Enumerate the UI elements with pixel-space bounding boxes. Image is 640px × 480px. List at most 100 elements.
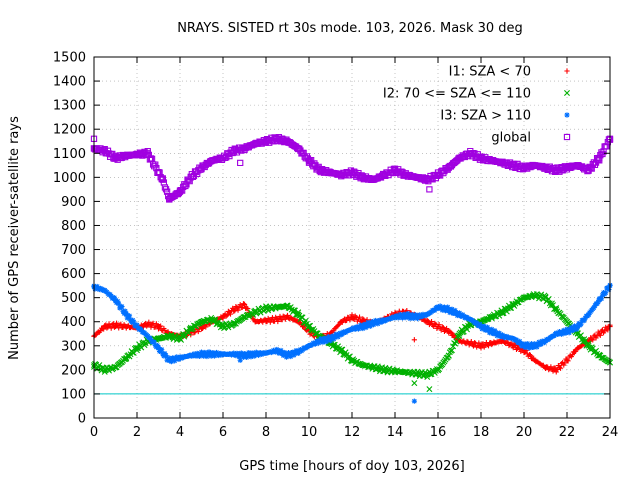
data-point [606,135,614,142]
data-point [477,154,485,162]
data-point [441,304,448,310]
data-point [227,311,234,317]
data-point [528,341,535,347]
data-point [292,143,300,150]
data-point [263,350,269,356]
data-point [445,304,451,310]
data-point [489,328,495,334]
data-point [170,355,177,361]
data-point [424,371,431,378]
data-point [159,176,166,183]
x-tick-label: 16 [430,425,447,440]
data-point [488,157,495,164]
data-point [521,294,527,301]
data-point [471,150,478,157]
data-point [231,351,237,357]
data-point [235,351,241,357]
data-point [116,301,122,307]
data-point [460,328,467,335]
data-point [559,331,565,337]
data-point [274,348,280,354]
data-point [553,305,560,312]
data-point [238,350,244,356]
data-point [348,169,356,176]
data-point [112,297,119,303]
data-point [195,328,201,335]
data-point [553,331,559,337]
data-point [161,184,169,191]
data-point [596,297,602,303]
y-tick-label: 100 [61,387,86,402]
data-point [456,330,463,337]
data-point [262,138,270,145]
data-point [397,311,403,318]
data-point [209,157,216,164]
data-point [517,338,523,344]
data-point [364,323,370,329]
data-point [154,342,161,349]
data-point [432,307,438,313]
data-point [446,307,452,313]
data-point [295,349,301,355]
data-point [101,147,108,155]
data-point [335,334,341,340]
data-point [91,146,99,153]
data-point [134,345,140,352]
data-point [419,313,425,320]
data-point [595,156,602,163]
y-tick-label: 1500 [53,51,86,66]
data-point [591,305,597,311]
data-point [499,310,506,317]
data-point [518,341,524,347]
data-point [510,162,517,169]
legend-marker [564,68,570,74]
data-point [187,325,194,332]
data-point [435,304,441,310]
data-point [158,175,165,183]
data-point [578,321,584,327]
data-point [162,350,168,357]
data-point [582,315,588,321]
data-point [532,357,538,363]
data-point [273,304,280,311]
data-point [199,325,206,332]
data-point [241,313,248,320]
data-point [596,331,602,337]
data-point [570,327,577,333]
data-point [575,323,581,330]
data-point [531,162,538,169]
data-point [354,324,360,330]
data-point [188,352,194,359]
data-point [151,339,157,345]
data-point [101,326,107,332]
data-point [360,323,366,330]
data-point [421,177,429,184]
data-point [564,328,570,334]
data-point [592,303,598,309]
data-point [494,333,500,339]
data-point [151,163,158,170]
data-point [557,365,564,371]
data-point [598,296,604,302]
data-point [534,344,540,350]
data-point [599,150,606,158]
data-point [531,292,538,299]
data-point [399,315,406,321]
data-point [483,316,490,323]
data-point [123,323,129,330]
data-point [412,312,419,318]
data-point [96,362,103,369]
data-point [159,347,165,353]
data-point [241,302,248,308]
data-point [381,317,387,324]
data-point [582,338,589,345]
data-point [491,330,497,337]
data-point [542,293,549,300]
outlier-point [90,135,98,142]
data-point [292,350,298,357]
data-point [478,343,484,349]
data-point [479,326,485,332]
x-tick-label: 8 [262,425,270,440]
data-point [454,312,460,319]
data-point [564,318,570,325]
